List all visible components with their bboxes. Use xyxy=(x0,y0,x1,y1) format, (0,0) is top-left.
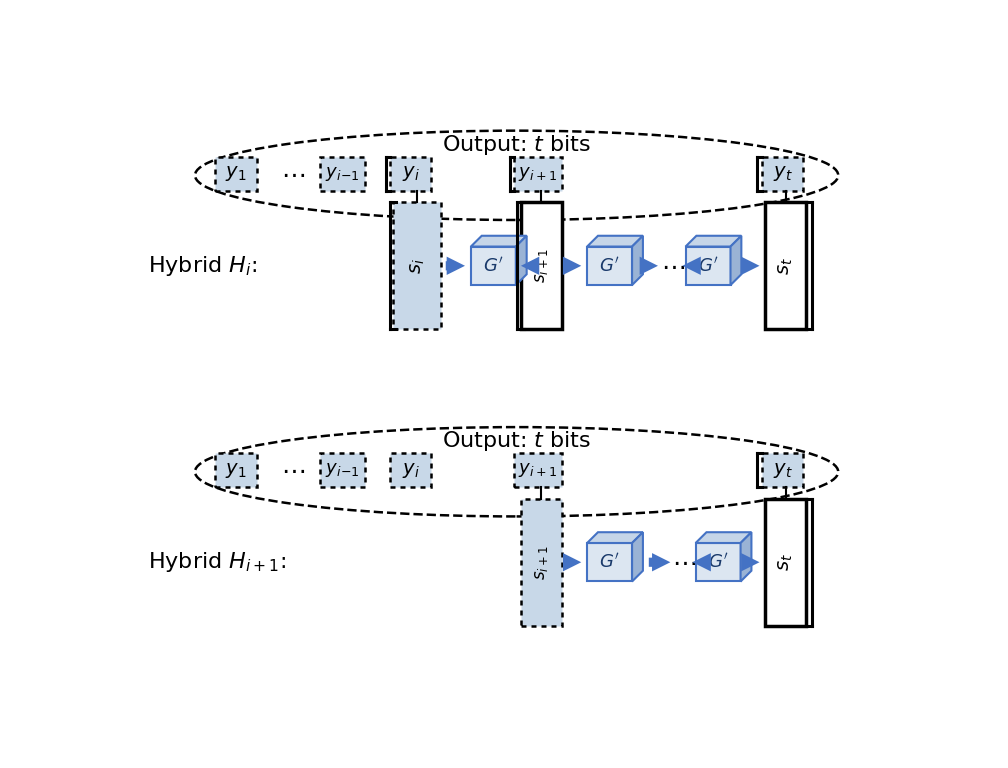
Bar xyxy=(761,453,803,487)
Text: $\cdots$: $\cdots$ xyxy=(661,253,685,278)
Polygon shape xyxy=(587,543,632,581)
Polygon shape xyxy=(741,532,751,581)
Text: $s_t$: $s_t$ xyxy=(776,553,795,571)
Text: $y_{i+1}$: $y_{i+1}$ xyxy=(518,462,557,479)
Polygon shape xyxy=(632,532,643,581)
Bar xyxy=(765,202,805,329)
Bar xyxy=(765,498,805,626)
Bar xyxy=(521,498,561,626)
Polygon shape xyxy=(587,532,643,543)
Text: $G'$: $G'$ xyxy=(698,257,719,275)
Polygon shape xyxy=(731,236,741,285)
Text: $G'$: $G'$ xyxy=(483,257,504,275)
Bar xyxy=(215,453,257,487)
Text: Output: $t$ bits: Output: $t$ bits xyxy=(443,429,591,453)
Text: $y_{i\!-\!1}$: $y_{i\!-\!1}$ xyxy=(325,462,360,479)
Text: $s_{i+1}$: $s_{i+1}$ xyxy=(532,545,550,580)
Text: $y_t$: $y_t$ xyxy=(772,461,792,480)
Bar xyxy=(521,202,561,329)
Text: $s_i$: $s_i$ xyxy=(408,258,427,273)
Bar xyxy=(393,202,442,329)
Polygon shape xyxy=(685,247,731,285)
Text: Hybrid $H_i$:: Hybrid $H_i$: xyxy=(148,253,257,278)
Polygon shape xyxy=(632,236,643,285)
Bar xyxy=(389,157,431,190)
Text: $\cdots$: $\cdots$ xyxy=(280,162,304,186)
Text: $y_1$: $y_1$ xyxy=(226,164,247,184)
Bar xyxy=(215,157,257,190)
Text: $G'$: $G'$ xyxy=(600,257,620,275)
Polygon shape xyxy=(685,236,741,247)
Text: $y_i$: $y_i$ xyxy=(401,461,419,480)
Text: $s_t$: $s_t$ xyxy=(776,257,795,275)
Polygon shape xyxy=(471,247,516,285)
Bar xyxy=(320,157,365,190)
Text: Hybrid $H_{i+1}$:: Hybrid $H_{i+1}$: xyxy=(148,550,286,574)
Polygon shape xyxy=(696,532,751,543)
Text: $y_i$: $y_i$ xyxy=(401,164,419,184)
Text: $y_{i\!-\!1}$: $y_{i\!-\!1}$ xyxy=(325,165,360,183)
Text: $\cdots$: $\cdots$ xyxy=(280,458,304,482)
Text: $y_{i+1}$: $y_{i+1}$ xyxy=(518,165,557,183)
Polygon shape xyxy=(587,247,632,285)
Polygon shape xyxy=(471,236,526,247)
Text: $s_{i+1}$: $s_{i+1}$ xyxy=(532,249,550,283)
Text: $y_1$: $y_1$ xyxy=(226,461,247,480)
Bar xyxy=(389,453,431,487)
Bar xyxy=(513,453,561,487)
Bar xyxy=(761,157,803,190)
Text: $\cdots$: $\cdots$ xyxy=(672,550,696,574)
Text: $G'$: $G'$ xyxy=(600,553,620,571)
Bar xyxy=(320,453,365,487)
Text: $y_t$: $y_t$ xyxy=(772,164,792,184)
Polygon shape xyxy=(696,543,741,581)
Text: Output: $t$ bits: Output: $t$ bits xyxy=(443,133,591,157)
Polygon shape xyxy=(587,236,643,247)
Polygon shape xyxy=(516,236,526,285)
Bar xyxy=(513,157,561,190)
Text: $G'$: $G'$ xyxy=(708,553,729,571)
